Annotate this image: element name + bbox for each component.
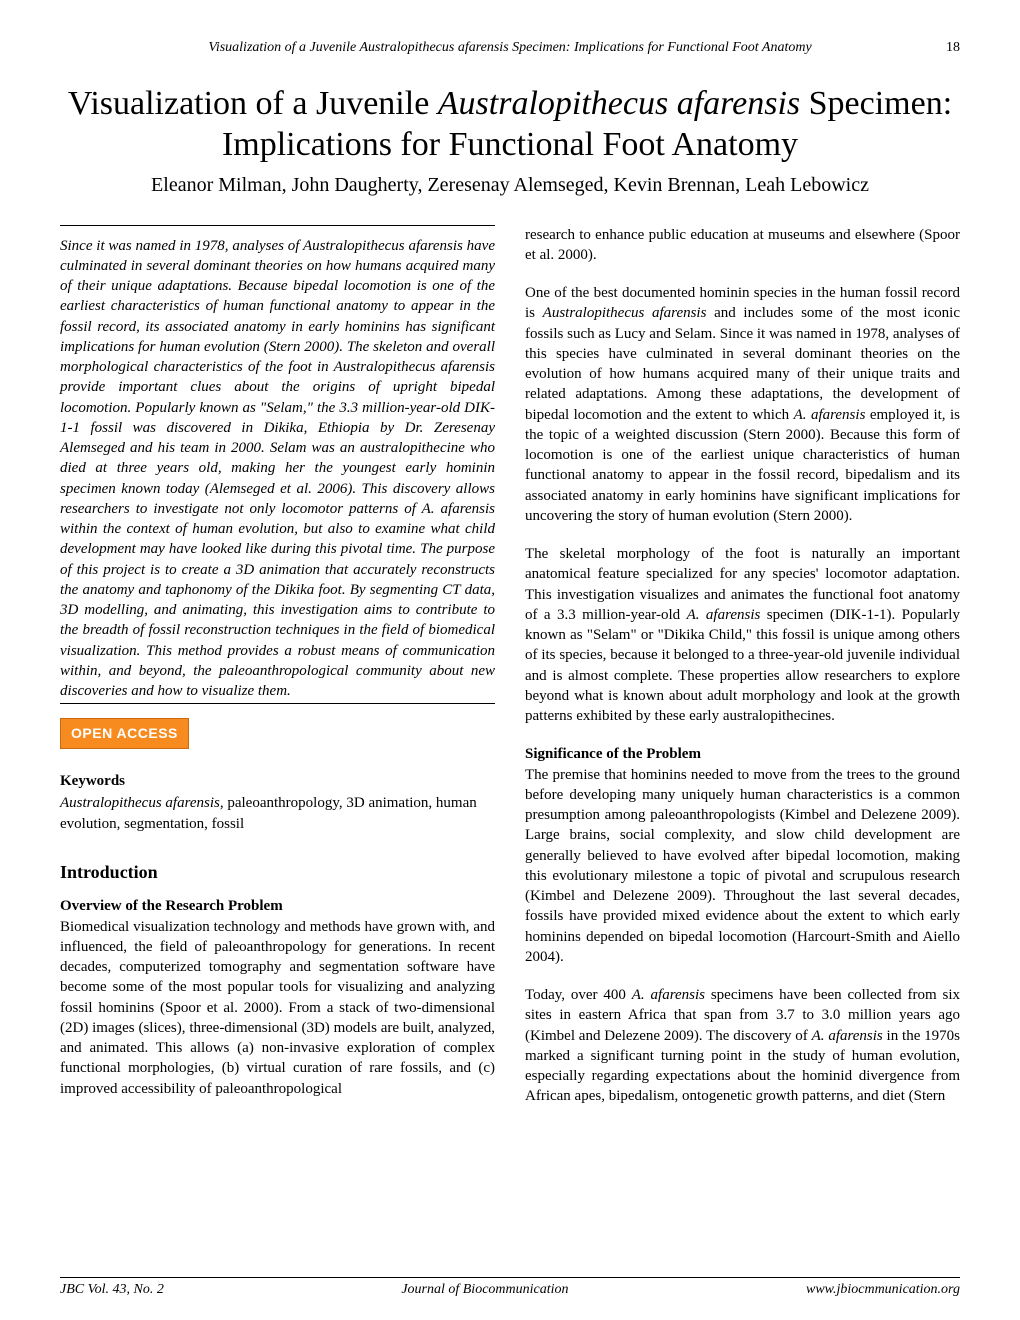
page-footer: JBC Vol. 43, No. 2 Journal of Biocommuni…	[60, 1277, 960, 1298]
page-number: 18	[946, 40, 960, 56]
right-paragraph-3: The skeletal morphology of the foot is n…	[525, 544, 960, 726]
two-column-layout: Since it was named in 1978, analyses of …	[60, 225, 960, 1107]
p2-b: and includes some of the most iconic fos…	[525, 305, 960, 422]
p3-b: specimen (DIK-1-1). Popularly known as "…	[525, 607, 960, 724]
title-italic: Australopithecus afarensis	[438, 85, 800, 122]
article-title: Visualization of a Juvenile Australopith…	[60, 84, 960, 166]
abstract-rule-top	[60, 225, 495, 226]
overview-subheading: Overview of the Research Problem	[60, 896, 495, 916]
keywords-text: Australopithecus afarensis, paleoanthrop…	[60, 793, 495, 834]
p2-i1: Australopithecus afarensis	[543, 305, 707, 321]
significance-subheading: Significance of the Problem	[525, 744, 960, 764]
right-paragraph-4: The premise that hominins needed to move…	[525, 765, 960, 968]
keywords-italic: Australopithecus afarensis	[60, 795, 220, 811]
p5-i2: A. afarensis	[812, 1028, 883, 1044]
keywords-block: Keywords Australopithecus afarensis, pal…	[60, 771, 495, 834]
abstract-text: Since it was named in 1978, analyses of …	[60, 236, 495, 705]
p5-i1: A. afarensis	[632, 987, 705, 1003]
p3-i1: A. afarensis	[687, 607, 761, 623]
footer-center: Journal of Biocommunication	[401, 1282, 568, 1298]
running-header: Visualization of a Juvenile Australopith…	[60, 40, 960, 56]
right-paragraph-5: Today, over 400 A. afarensis specimens h…	[525, 985, 960, 1107]
p2-i2: A. afarensis	[794, 407, 866, 423]
running-header-text: Visualization of a Juvenile Australopith…	[208, 40, 811, 55]
p2-c: employed it, is the topic of a weighted …	[525, 407, 960, 524]
right-column: research to enhance public education at …	[525, 225, 960, 1107]
keywords-heading: Keywords	[60, 771, 495, 791]
footer-right: www.jbiocmmunication.org	[806, 1282, 960, 1298]
authors-line: Eleanor Milman, John Daugherty, Zeresena…	[60, 174, 960, 197]
right-paragraph-1: research to enhance public education at …	[525, 225, 960, 266]
open-access-badge: OPEN ACCESS	[60, 718, 189, 749]
p5-a: Today, over 400	[525, 987, 632, 1003]
right-paragraph-2: One of the best documented hominin speci…	[525, 283, 960, 526]
title-prefix: Visualization of a Juvenile	[68, 85, 438, 122]
introduction-heading: Introduction	[60, 860, 495, 884]
left-column: Since it was named in 1978, analyses of …	[60, 225, 495, 1107]
left-paragraph-1: Biomedical visualization technology and …	[60, 917, 495, 1099]
footer-left: JBC Vol. 43, No. 2	[60, 1282, 164, 1298]
